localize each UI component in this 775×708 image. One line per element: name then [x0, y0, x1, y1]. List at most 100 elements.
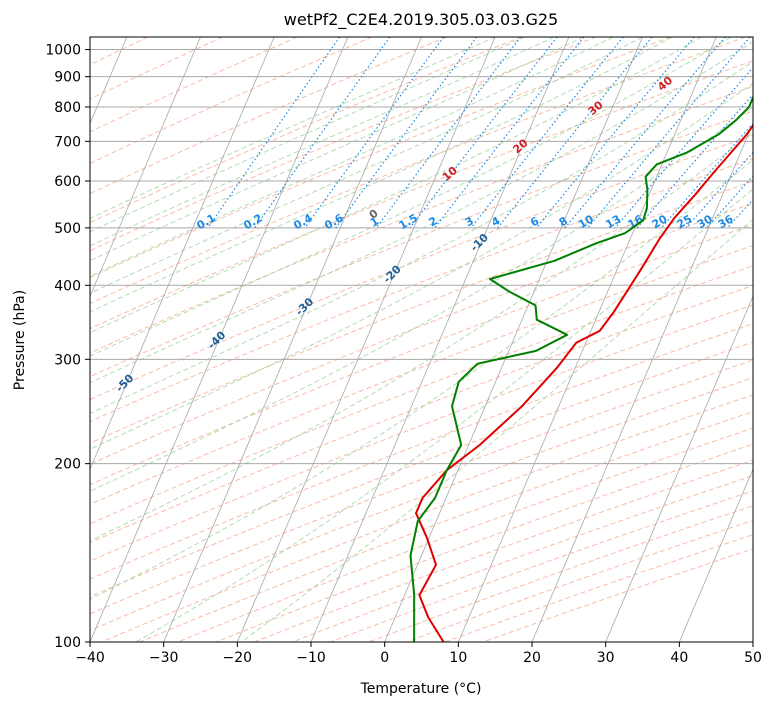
dry-adiabat-line [215, 443, 753, 642]
x-tick-label: 0 [380, 650, 389, 666]
mixing-ratio-line [470, 37, 624, 229]
mixing-ratio-label: 0.6 [322, 211, 346, 232]
mixing-ratio-label: 4 [489, 214, 502, 229]
dewpoint-profile-line [409, 94, 753, 642]
mixing-ratio-line [726, 198, 753, 229]
isotherm-line [90, 37, 275, 471]
mixing-ratio-line [304, 37, 445, 229]
isotherm-line [531, 122, 753, 642]
dry-adiabat-line [90, 202, 753, 465]
x-tick-label: 50 [744, 650, 762, 666]
dry-adiabat-line [90, 180, 753, 444]
mixing-ratio-label: 3 [463, 214, 476, 229]
mixing-ratio-line [207, 37, 341, 229]
dry-adiabat-line [90, 134, 753, 401]
mixing-ratio-label: 2 [427, 214, 440, 229]
mixing-ratio-line [254, 37, 391, 229]
chart-title: wetPf2_C2E4.2019.305.03.03.G25 [284, 10, 558, 30]
dry-adiabat-line [482, 548, 753, 642]
dry-adiabat-line [90, 341, 753, 598]
mixing-ratio-line [375, 37, 522, 229]
mixing-ratio-line [564, 37, 726, 229]
dry-adiabat-line [90, 37, 447, 195]
y-tick-label: 200 [54, 457, 81, 473]
dry-adiabat-line [90, 37, 223, 100]
x-tick-label: −30 [149, 650, 179, 666]
isotherm-line [236, 37, 496, 642]
moist-adiabat-label: 20 [511, 136, 531, 156]
dry-adiabat-line [90, 37, 298, 133]
isotherm-line [457, 37, 717, 642]
dry-adiabat-label: -60 [17, 423, 40, 446]
moist-adiabat-line [90, 132, 753, 542]
moist-adiabat-line [90, 37, 584, 262]
y-tick-label: 600 [54, 174, 81, 190]
axes: −40 −30 −20 −10 0 10 20 30 40 50 1000 900 800 700 600 5… [45, 43, 762, 666]
moist-adiabat-line [90, 37, 496, 219]
x-tick-label: −40 [75, 650, 105, 666]
moist-adiabat-line [90, 37, 643, 294]
dry-adiabat-line [90, 60, 753, 330]
x-tick-label: 20 [523, 650, 541, 666]
dry-adiabat-line [0, 37, 73, 642]
y-tick-label: 1000 [45, 43, 81, 59]
x-tick-label: −10 [296, 650, 326, 666]
temperature-profile-line [415, 123, 753, 642]
isotherm-line [90, 37, 201, 298]
dry-adiabat-line [101, 394, 753, 642]
isotherm-line [605, 295, 753, 642]
dry-adiabat-line [90, 37, 597, 252]
moist-adiabat-line [90, 106, 753, 492]
mixing-ratio-label: 8 [557, 214, 570, 229]
dry-adiabat-line [90, 377, 753, 632]
mixing-ratio-line [409, 37, 558, 229]
dry-adiabat-line [90, 359, 753, 615]
x-tick-label: 30 [597, 650, 615, 666]
mixing-ratio-line [636, 93, 753, 229]
y-tick-label: 800 [54, 100, 81, 116]
x-tick-label: 40 [670, 650, 688, 666]
dry-adiabat-line [90, 284, 753, 544]
plot-frame [89, 36, 754, 643]
x-tick-label: 10 [449, 650, 467, 666]
mixing-ratio-label: 0.1 [195, 211, 218, 232]
x-axis-label: Temperature (°C) [360, 681, 482, 697]
moist-adiabat-line [90, 61, 753, 415]
moist-adiabat-line [90, 37, 732, 357]
dry-adiabat-line [90, 37, 746, 305]
y-tick-label: 400 [54, 278, 81, 294]
dry-adiabat-line [90, 158, 753, 423]
dry-adiabat-label: -40 [205, 328, 228, 351]
mixing-ratio-line [587, 37, 751, 229]
y-tick-label: 500 [54, 221, 81, 237]
mixing-ratio-line [685, 151, 753, 229]
y-tick-label: 300 [54, 352, 81, 368]
moist-adiabat-line [135, 188, 753, 642]
dry-adiabat-line [139, 411, 753, 642]
isotherm-line [752, 640, 753, 642]
dry-adiabat-label: -20 [381, 262, 404, 285]
x-tick-label: −20 [223, 650, 253, 666]
moist-adiabat-line [241, 218, 753, 642]
mixing-ratio-line [434, 37, 585, 229]
isotherm-line [678, 468, 753, 642]
dry-adiabat-line [90, 265, 753, 525]
dry-adiabat-line [90, 37, 522, 224]
dry-adiabat-label: -10 [468, 231, 491, 254]
moist-adiabat-line [90, 37, 555, 247]
y-tick-label: 900 [54, 70, 81, 86]
moist-adiabat-line [90, 41, 753, 384]
mixing-ratio-line [497, 37, 653, 229]
isotherm-line [163, 37, 422, 642]
dry-adiabat-label: -50 [113, 371, 136, 394]
isotherm-line [310, 37, 570, 642]
dry-adiabat-line [406, 519, 753, 642]
plot-area: 0.10.20.40.611.52346810131620253036-100-… [0, 37, 753, 642]
dry-adiabat-label: -30 [293, 295, 316, 318]
y-tick-label: 700 [54, 134, 81, 150]
y-tick-label: 100 [54, 635, 81, 651]
dry-adiabat-line [90, 37, 671, 279]
mixing-ratio-label: 30 [695, 212, 715, 231]
moist-adiabat-line [90, 159, 753, 600]
